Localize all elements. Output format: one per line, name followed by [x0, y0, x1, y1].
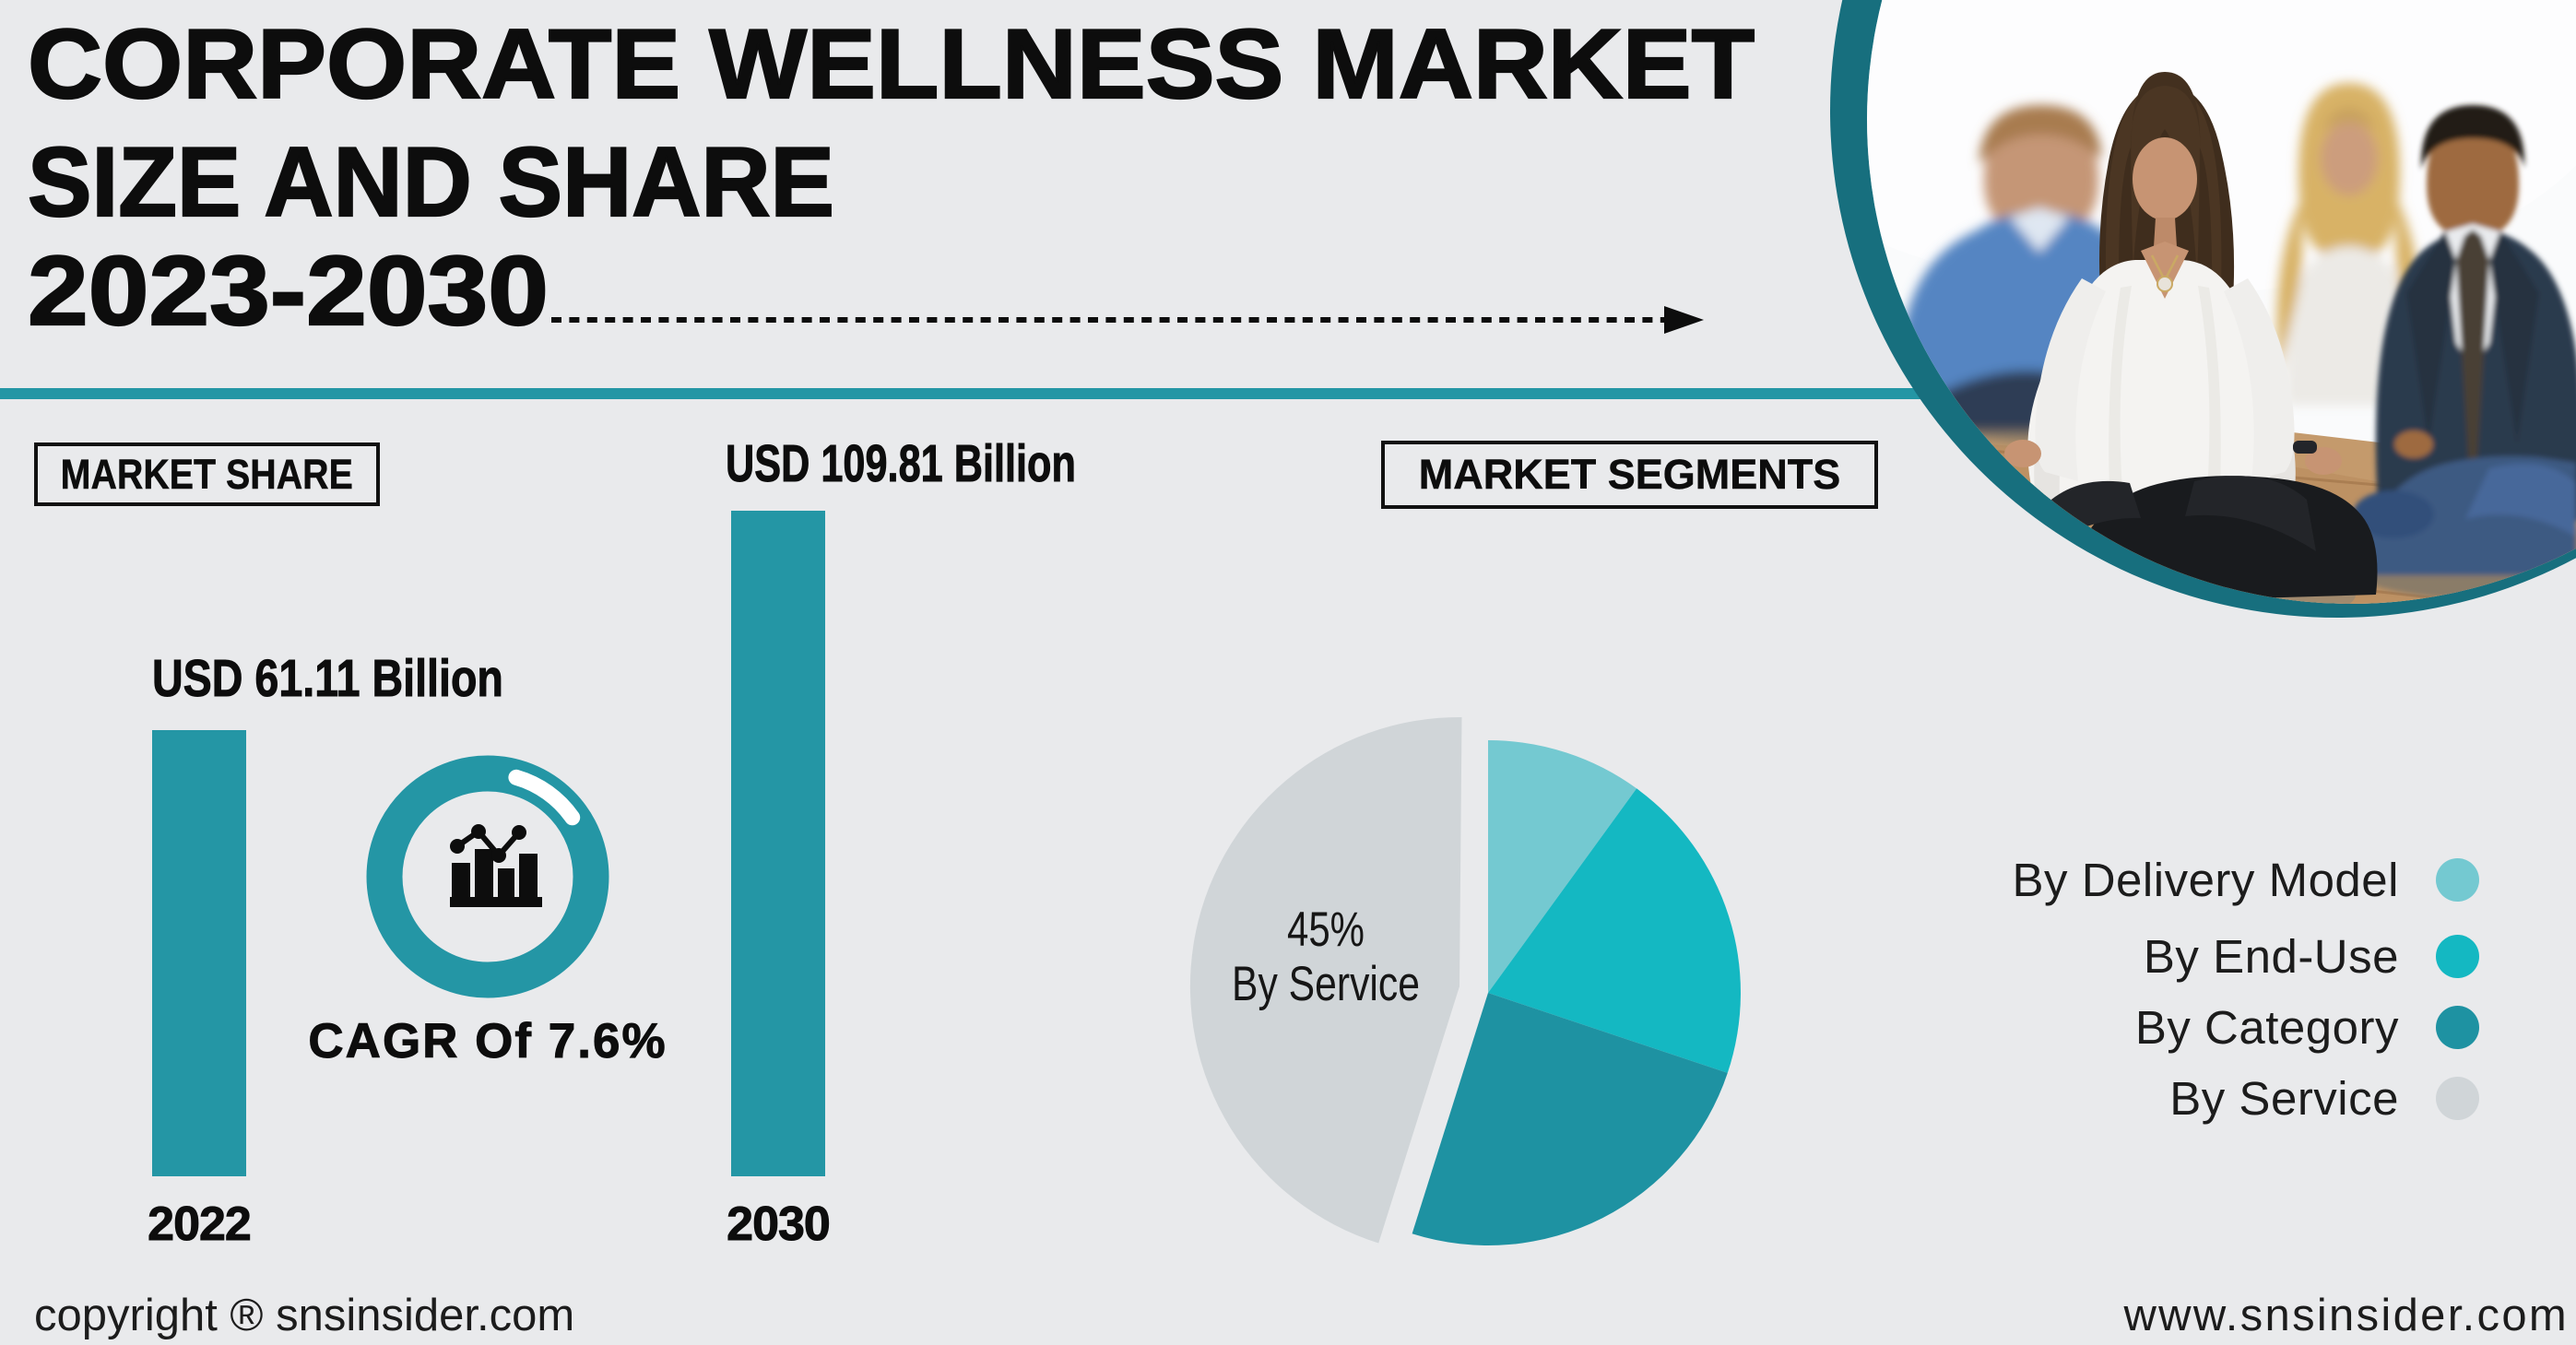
svg-text:By Service: By Service: [1232, 957, 1420, 1011]
svg-text:45%: 45%: [1287, 903, 1365, 957]
